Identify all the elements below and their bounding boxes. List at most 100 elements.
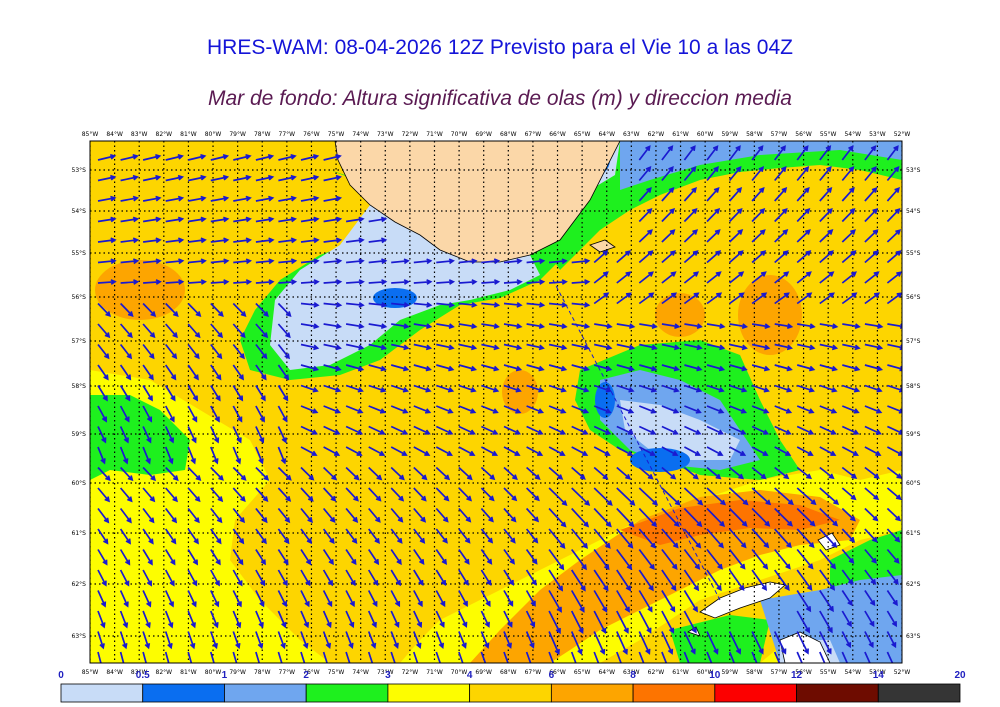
- direction-arrow: [616, 528, 634, 549]
- longitude-label: 52°W: [894, 669, 911, 676]
- direction-arrow: [413, 279, 433, 285]
- direction-arrow: [458, 487, 473, 502]
- direction-arrow: [277, 405, 288, 423]
- direction-arrow: [458, 323, 478, 330]
- direction-arrow: [458, 651, 464, 663]
- direction-arrow: [661, 343, 681, 351]
- longitude-label: 61°W: [672, 131, 689, 138]
- longitude-label: 61°W: [672, 669, 689, 676]
- direction-arrow: [232, 343, 245, 360]
- direction-arrow: [232, 549, 244, 566]
- colorbar-swatch: [877, 683, 961, 703]
- direction-arrow: [142, 323, 156, 339]
- direction-arrow: [435, 446, 453, 456]
- direction-arrow: [390, 590, 401, 608]
- direction-arrow: [255, 153, 275, 161]
- direction-arrow: [796, 145, 809, 161]
- direction-arrow: [187, 487, 201, 503]
- direction-arrow: [480, 610, 490, 628]
- direction-arrow: [616, 343, 636, 351]
- direction-arrow: [706, 292, 723, 305]
- direction-arrow: [683, 229, 699, 243]
- direction-arrow: [255, 590, 265, 608]
- direction-arrow: [729, 425, 747, 435]
- direction-arrow: [300, 631, 309, 650]
- direction-arrow: [706, 166, 719, 182]
- direction-arrow: [638, 208, 653, 223]
- direction-arrow: [142, 343, 155, 360]
- longitude-label: 58°W: [746, 669, 763, 676]
- longitude-label: 72°W: [402, 131, 419, 138]
- direction-arrow: [593, 487, 613, 506]
- direction-arrow: [638, 548, 655, 570]
- direction-arrow: [480, 487, 495, 502]
- direction-arrow: [120, 258, 140, 265]
- direction-arrow: [819, 487, 840, 505]
- direction-arrow: [638, 528, 657, 549]
- direction-arrow: [525, 487, 540, 502]
- direction-arrow: [436, 323, 455, 330]
- direction-arrow: [210, 487, 224, 503]
- direction-arrow: [413, 549, 425, 565]
- direction-arrow: [119, 549, 131, 566]
- direction-arrow: [638, 507, 658, 528]
- direction-arrow: [683, 166, 697, 182]
- direction-arrow: [841, 250, 857, 264]
- direction-arrow: [232, 651, 238, 663]
- direction-arrow: [165, 466, 179, 482]
- direction-arrow: [255, 302, 269, 317]
- direction-arrow: [142, 426, 152, 444]
- direction-arrow: [277, 302, 292, 317]
- direction-arrow: [210, 323, 224, 339]
- direction-arrow: [210, 237, 230, 244]
- direction-arrow: [119, 364, 132, 381]
- direction-arrow: [300, 466, 315, 481]
- longitude-label: 69°W: [475, 669, 492, 676]
- direction-arrow: [706, 271, 722, 284]
- direction-arrow: [841, 487, 857, 501]
- direction-arrow: [864, 186, 878, 202]
- latitude-label: 57°S: [906, 338, 921, 345]
- direction-arrow: [751, 292, 768, 305]
- direction-arrow: [119, 651, 125, 663]
- longitude-label: 60°W: [697, 669, 714, 676]
- longitude-label: 79°W: [229, 131, 246, 138]
- direction-arrow: [706, 323, 726, 330]
- direction-arrow: [887, 446, 902, 456]
- direction-arrow: [277, 426, 287, 444]
- direction-arrow: [728, 548, 746, 570]
- direction-arrow: [255, 174, 275, 182]
- direction-arrow: [458, 549, 470, 565]
- direction-arrow: [255, 216, 275, 223]
- direction-arrow: [841, 229, 856, 243]
- direction-arrow: [593, 466, 609, 480]
- direction-arrow: [729, 487, 749, 506]
- direction-arrow: [97, 279, 117, 285]
- direction-arrow: [616, 548, 633, 571]
- direction-arrow: [638, 466, 654, 480]
- direction-arrow: [458, 343, 478, 351]
- direction-arrow: [345, 466, 360, 481]
- colorbar-swatch: [224, 683, 307, 703]
- direction-arrow: [413, 405, 432, 414]
- direction-arrow: [390, 487, 405, 502]
- direction-arrow: [97, 174, 117, 182]
- direction-arrow: [300, 487, 314, 502]
- direction-arrow: [413, 487, 427, 502]
- direction-arrow: [751, 208, 766, 223]
- direction-arrow: [819, 610, 833, 634]
- direction-arrow: [525, 528, 539, 544]
- direction-arrow: [639, 343, 658, 351]
- direction-arrow: [638, 425, 657, 435]
- longitude-label: 57°W: [771, 131, 788, 138]
- direction-arrow: [119, 569, 130, 587]
- direction-arrow: [232, 487, 246, 503]
- longitude-label: 62°W: [648, 131, 665, 138]
- direction-arrow: [210, 549, 221, 566]
- direction-arrow: [345, 405, 364, 414]
- direction-arrow: [345, 216, 365, 223]
- direction-arrow: [886, 487, 902, 501]
- direction-arrow: [232, 610, 242, 629]
- direction-arrow: [142, 302, 157, 317]
- direction-arrow: [345, 487, 359, 502]
